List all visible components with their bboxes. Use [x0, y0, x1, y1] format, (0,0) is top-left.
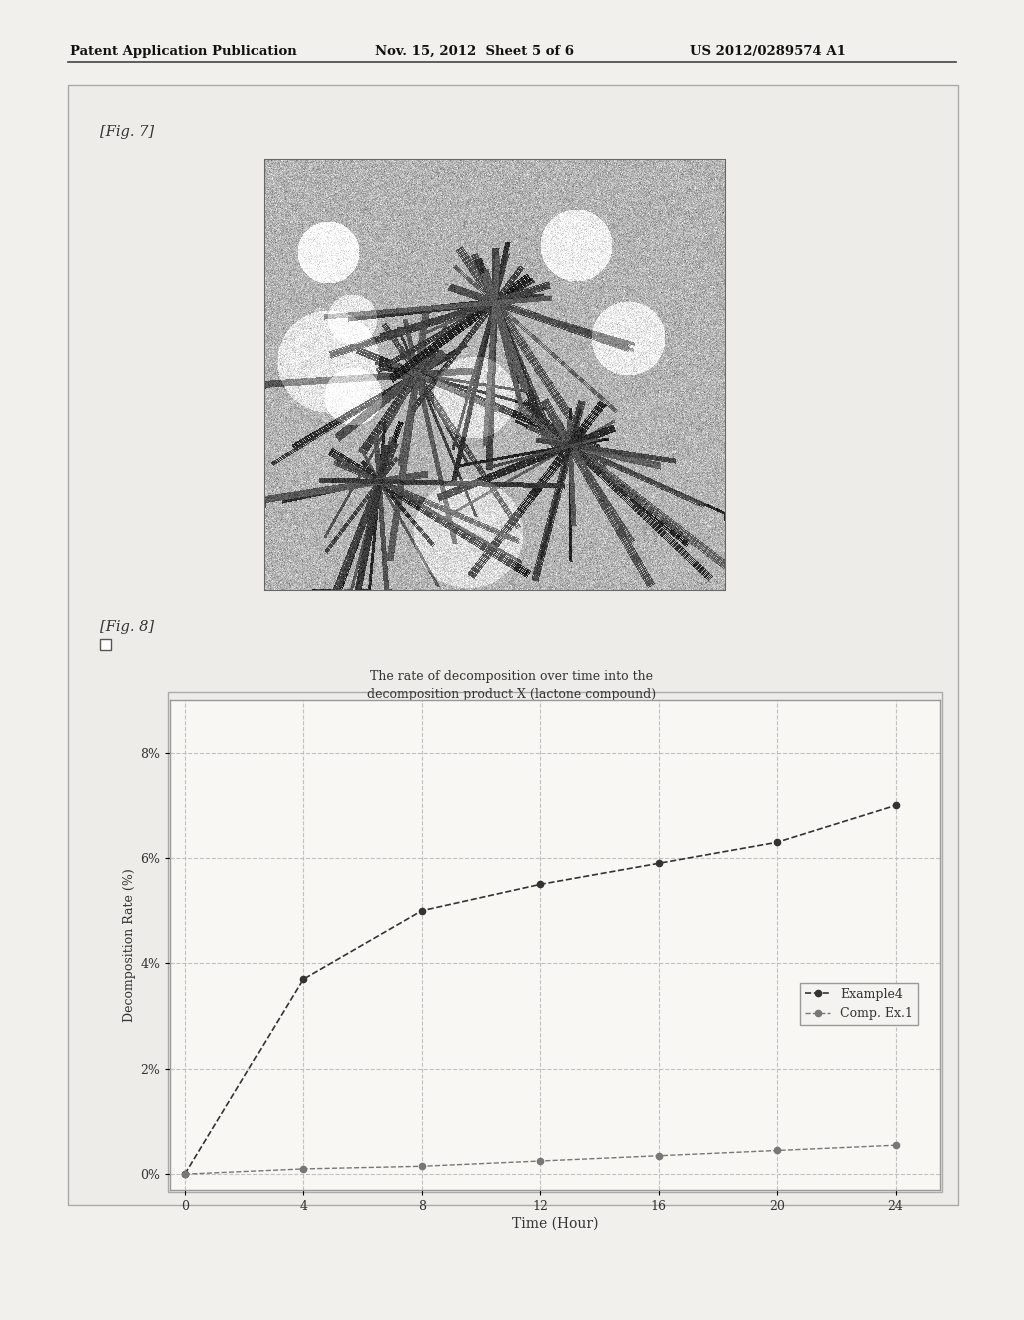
Comp. Ex.1 — [178, 1167, 190, 1183]
Text: The rate of decomposition over time into the
decomposition product X (lactone co: The rate of decomposition over time into… — [368, 671, 656, 701]
Bar — [100, 639, 111, 649]
Comp. Ex.1 — [416, 1159, 428, 1175]
X-axis label: Time (Hour): Time (Hour) — [512, 1217, 598, 1230]
Line: Comp. Ex.1: Comp. Ex.1 — [181, 1142, 899, 1177]
Text: [Fig. 8]: [Fig. 8] — [100, 620, 155, 634]
Example4 — [890, 797, 902, 813]
Line: Example4: Example4 — [181, 803, 899, 1177]
Comp. Ex.1 — [652, 1148, 665, 1164]
Bar — [265, 160, 725, 590]
Comp. Ex.1 — [535, 1154, 547, 1170]
Legend: Example4, Comp. Ex.1: Example4, Comp. Ex.1 — [801, 982, 919, 1024]
Example4 — [771, 834, 783, 850]
Bar — [68, 84, 958, 1205]
Text: US 2012/0289574 A1: US 2012/0289574 A1 — [690, 45, 846, 58]
Comp. Ex.1 — [297, 1162, 309, 1177]
Example4 — [297, 972, 309, 987]
Example4 — [535, 876, 547, 892]
Comp. Ex.1 — [890, 1138, 902, 1154]
Example4 — [416, 903, 428, 919]
Y-axis label: Decomposition Rate (%): Decomposition Rate (%) — [123, 869, 136, 1022]
Text: Patent Application Publication: Patent Application Publication — [70, 45, 297, 58]
Text: Nov. 15, 2012  Sheet 5 of 6: Nov. 15, 2012 Sheet 5 of 6 — [375, 45, 574, 58]
Comp. Ex.1 — [771, 1143, 783, 1159]
Example4 — [652, 855, 665, 871]
Text: [Fig. 7]: [Fig. 7] — [100, 125, 155, 139]
Bar — [168, 692, 942, 1192]
Example4 — [178, 1167, 190, 1183]
